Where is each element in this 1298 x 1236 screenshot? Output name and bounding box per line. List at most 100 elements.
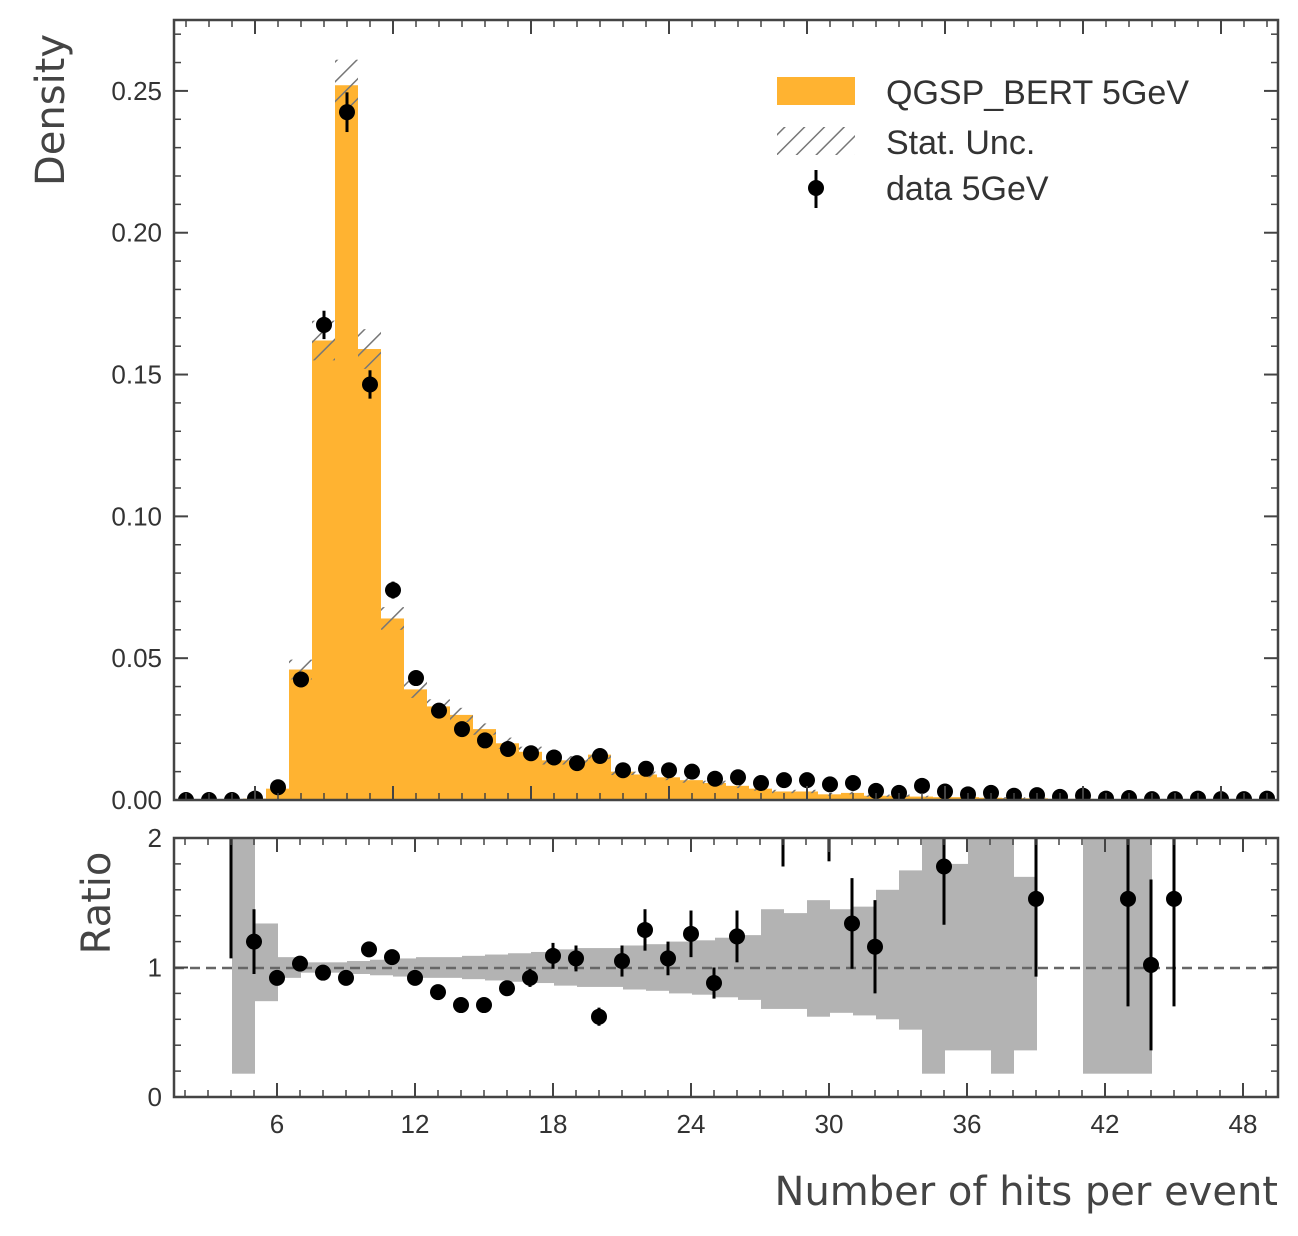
mc-bar: [611, 771, 634, 800]
mc-bar: [519, 751, 542, 800]
data-point: [615, 762, 631, 779]
ratio-point: [729, 928, 745, 945]
mc-bar: [496, 743, 519, 800]
ratio-point: [384, 949, 400, 966]
ratio-point: [476, 997, 492, 1014]
mc-bar: [404, 689, 427, 800]
data-point: [799, 772, 815, 789]
y-tick-label: 0.10: [111, 501, 162, 531]
ratio-point: [499, 980, 515, 997]
unc-band: [841, 791, 864, 795]
ratio-band-bin: [807, 900, 830, 1017]
ratio-point: [407, 969, 423, 986]
ratio-band-bin: [899, 870, 922, 1030]
ratio-point: [292, 955, 308, 972]
data-point: [753, 774, 769, 791]
unc-band: [358, 329, 381, 369]
data-point: [362, 376, 378, 393]
data-point: [822, 776, 838, 793]
data-point: [546, 749, 562, 766]
ratio-data-points: [229, 838, 1182, 1051]
data-point: [868, 782, 884, 799]
ratio-point: [430, 984, 446, 1001]
unc-band: [404, 680, 427, 698]
x-tick-label: 30: [815, 1109, 844, 1139]
legend-swatch-unc: [777, 127, 855, 155]
legend-label-data: data 5GeV: [886, 170, 1049, 208]
y-axis-title-ratio: Ratio: [74, 852, 120, 955]
data-point: [339, 104, 355, 121]
ratio-y-tick-label: 1: [148, 953, 162, 983]
mc-bar: [289, 669, 312, 800]
ratio-band-bin: [462, 955, 485, 980]
ratio-band-bin: [853, 906, 876, 1016]
ratio-y-tick-label: 2: [148, 823, 162, 853]
data-point: [592, 748, 608, 765]
ratio-band-bin: [301, 962, 324, 973]
ratio-point: [1120, 890, 1136, 907]
data-point: [293, 671, 309, 688]
mc-bar: [634, 774, 657, 800]
legend: QGSP_BERT 5GeV Stat. Unc. data 5GeV: [777, 74, 1189, 208]
data-point: [707, 770, 723, 787]
ratio-point: [936, 858, 952, 875]
mc-bar: [703, 782, 726, 800]
ratio-point: [706, 975, 722, 992]
ratio-point: [1166, 890, 1182, 907]
ratio-band-bin: [784, 913, 807, 1009]
ratio-point: [614, 953, 630, 970]
ratio-band-bin: [1083, 838, 1106, 1074]
mc-bar: [450, 714, 473, 800]
data-point: [891, 784, 907, 800]
ratio-band-bin: [370, 959, 393, 976]
data-point: [983, 784, 999, 800]
mc-bar: [358, 349, 381, 800]
ratio-point: [1143, 956, 1159, 973]
ratio-point: [568, 950, 584, 967]
unc-band: [450, 707, 473, 722]
unc-band: [680, 777, 703, 783]
ratio-point: [522, 969, 538, 986]
ratio-point: [269, 969, 285, 986]
ratio-band-bin: [922, 838, 945, 1074]
ratio-band-bin: [876, 889, 899, 1020]
mc-bar: [312, 340, 335, 800]
ratio-point: [315, 964, 331, 981]
data-point: [408, 670, 424, 687]
y-tick-label: 0.25: [111, 76, 162, 106]
ratio-band-bin: [232, 838, 255, 1074]
data-point: [845, 774, 861, 791]
x-tick-label: 36: [953, 1109, 982, 1139]
y-tick-label: 0.00: [111, 785, 162, 815]
ratio-point: [1028, 890, 1044, 907]
ratio-band-bin: [830, 909, 853, 1013]
mc-bar: [565, 760, 588, 800]
x-tick-label: 48: [1229, 1109, 1258, 1139]
ratio-point: [683, 925, 699, 942]
mc-bar: [381, 618, 404, 800]
data-point: [776, 772, 792, 789]
ratio-point: [453, 997, 469, 1014]
ratio-point: [545, 947, 561, 964]
ratio-point: [361, 941, 377, 958]
legend-marker-data: [808, 180, 824, 196]
ratio-band-bin: [623, 945, 646, 990]
data-point: [477, 732, 493, 749]
ratio-point: [660, 950, 676, 967]
ratio-band-bin: [991, 838, 1014, 1074]
ratio-band-bin: [1106, 838, 1129, 1074]
ratio-band-bin: [945, 863, 968, 1051]
y-axis-title-density: Density: [28, 34, 74, 186]
x-axis-title: Number of hits per event: [775, 1169, 1278, 1215]
mc-bar: [427, 706, 450, 800]
unc-band: [726, 783, 749, 789]
ratio-point: [338, 969, 354, 986]
data-point: [638, 760, 654, 777]
data-point: [684, 763, 700, 780]
ratio-frame: [172, 836, 1280, 1099]
mc-bar: [680, 780, 703, 800]
main-panel: 0.00 0.05 0.10 0.15 0.20 0.25 Density QGSP_BE…: [28, 18, 1280, 815]
y-tick-label: 0.20: [111, 218, 162, 248]
y-tick-label: 0.15: [111, 360, 162, 390]
